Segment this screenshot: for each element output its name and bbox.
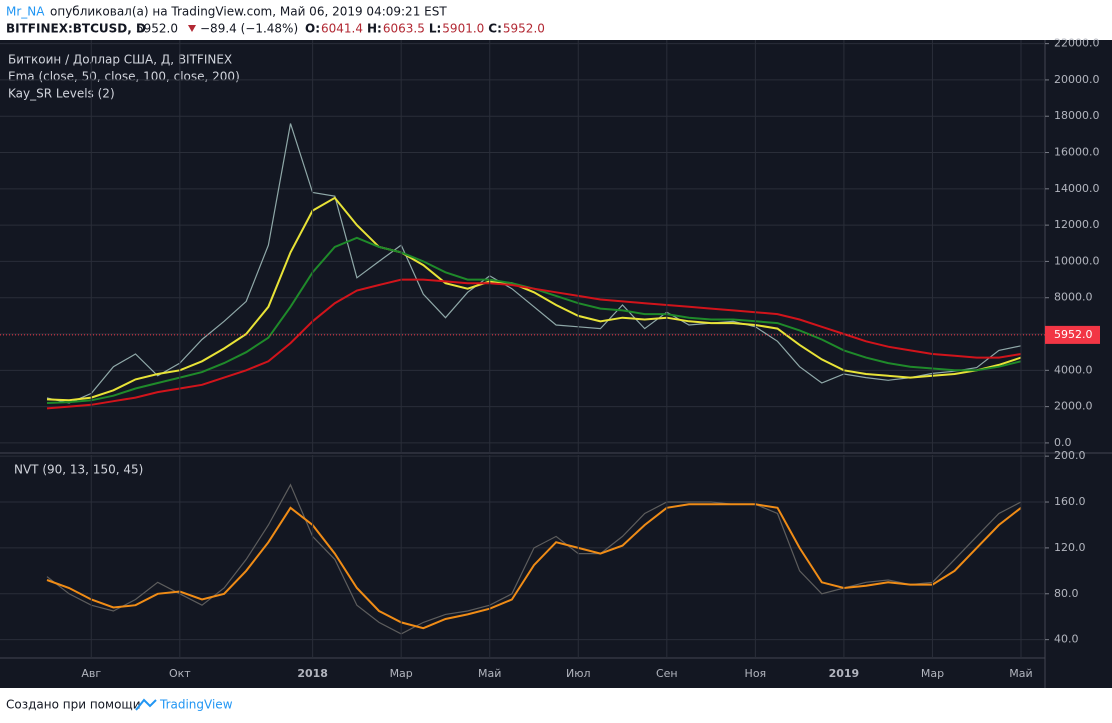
ohlc-label: H:: [367, 22, 382, 36]
y-tick-label: 16000.0: [1054, 146, 1100, 159]
tv-logo: [135, 698, 157, 711]
y-tick-label: 0.0: [1054, 436, 1072, 449]
footer-brand[interactable]: TradingView: [159, 698, 233, 712]
ohlc-label: C:: [488, 22, 502, 36]
series-line: [46, 123, 1022, 404]
chart-bg: [0, 40, 1112, 688]
x-tick-label: Авг: [81, 667, 101, 680]
y-tick-label: 160.0: [1054, 495, 1086, 508]
series-line: [46, 483, 1022, 635]
chart-title: Биткоин / Доллар США, Д, BITFINEX: [8, 53, 232, 67]
y-tick-label: 14000.0: [1054, 182, 1100, 195]
x-tick-label: Май: [1009, 667, 1032, 680]
x-tick-label: Мар: [921, 667, 944, 680]
y-tick-label: 4000.0: [1054, 363, 1093, 376]
y-tick-label: 20000.0: [1054, 73, 1100, 86]
footer-text: Создано при помощи: [6, 698, 141, 712]
y-tick-label: 2000.0: [1054, 400, 1093, 413]
x-tick-label: 2019: [829, 667, 860, 680]
y-tick-label: 8000.0: [1054, 291, 1093, 304]
series-line: [46, 278, 1022, 410]
chart-title: NVT (90, 13, 150, 45): [14, 463, 143, 477]
published: опубликовал(а) на TradingView.com, Май 0…: [50, 5, 447, 19]
ohlc-label: L:: [429, 22, 441, 36]
ohlc-value: 6063.5: [383, 22, 425, 36]
x-tick-label: Май: [478, 667, 501, 680]
last-price-label: 5952.0: [1054, 328, 1093, 341]
author[interactable]: Mr_NA: [6, 5, 45, 19]
ohlc-label: O:: [305, 22, 320, 36]
x-tick-label: Окт: [169, 667, 191, 680]
y-tick-label: 10000.0: [1054, 254, 1100, 267]
series-line: [46, 196, 1022, 402]
y-tick-label: 80.0: [1054, 587, 1079, 600]
ohlc-value: 5901.0: [442, 22, 484, 36]
indicator-label: Ema (close, 50, close, 100, close, 200): [8, 70, 240, 84]
x-tick-label: Июл: [566, 667, 591, 680]
last-price-tag: [1045, 325, 1100, 344]
y-tick-label: 22000.0: [1054, 37, 1100, 50]
y-tick-label: 18000.0: [1054, 109, 1100, 122]
down-arrow: [188, 25, 196, 32]
ohlc: O: 6041.4 H: 6063.5 L: 5901.0 C: 5952.0: [305, 22, 545, 36]
x-tick-label: Мар: [390, 667, 413, 680]
change: −89.4 (−1.48%): [200, 22, 298, 36]
last-price: 5952.0: [136, 22, 178, 36]
x-tick-label: 2018: [297, 667, 328, 680]
y-tick-label: 40.0: [1054, 633, 1079, 646]
y-tick-label: 120.0: [1054, 541, 1086, 554]
series-line: [46, 503, 1022, 630]
y-tick-label: 200.0: [1054, 449, 1086, 462]
indicator-label: Kay_SR Levels (2): [8, 87, 115, 101]
x-tick-label: Ноя: [745, 667, 767, 680]
x-tick-label: Сен: [656, 667, 678, 680]
y-tick-label: 12000.0: [1054, 218, 1100, 231]
ohlc-value: 5952.0: [503, 22, 545, 36]
symbol: BITFINEX:BTCUSD, D: [6, 22, 146, 36]
ohlc-value: 6041.4: [321, 22, 363, 36]
